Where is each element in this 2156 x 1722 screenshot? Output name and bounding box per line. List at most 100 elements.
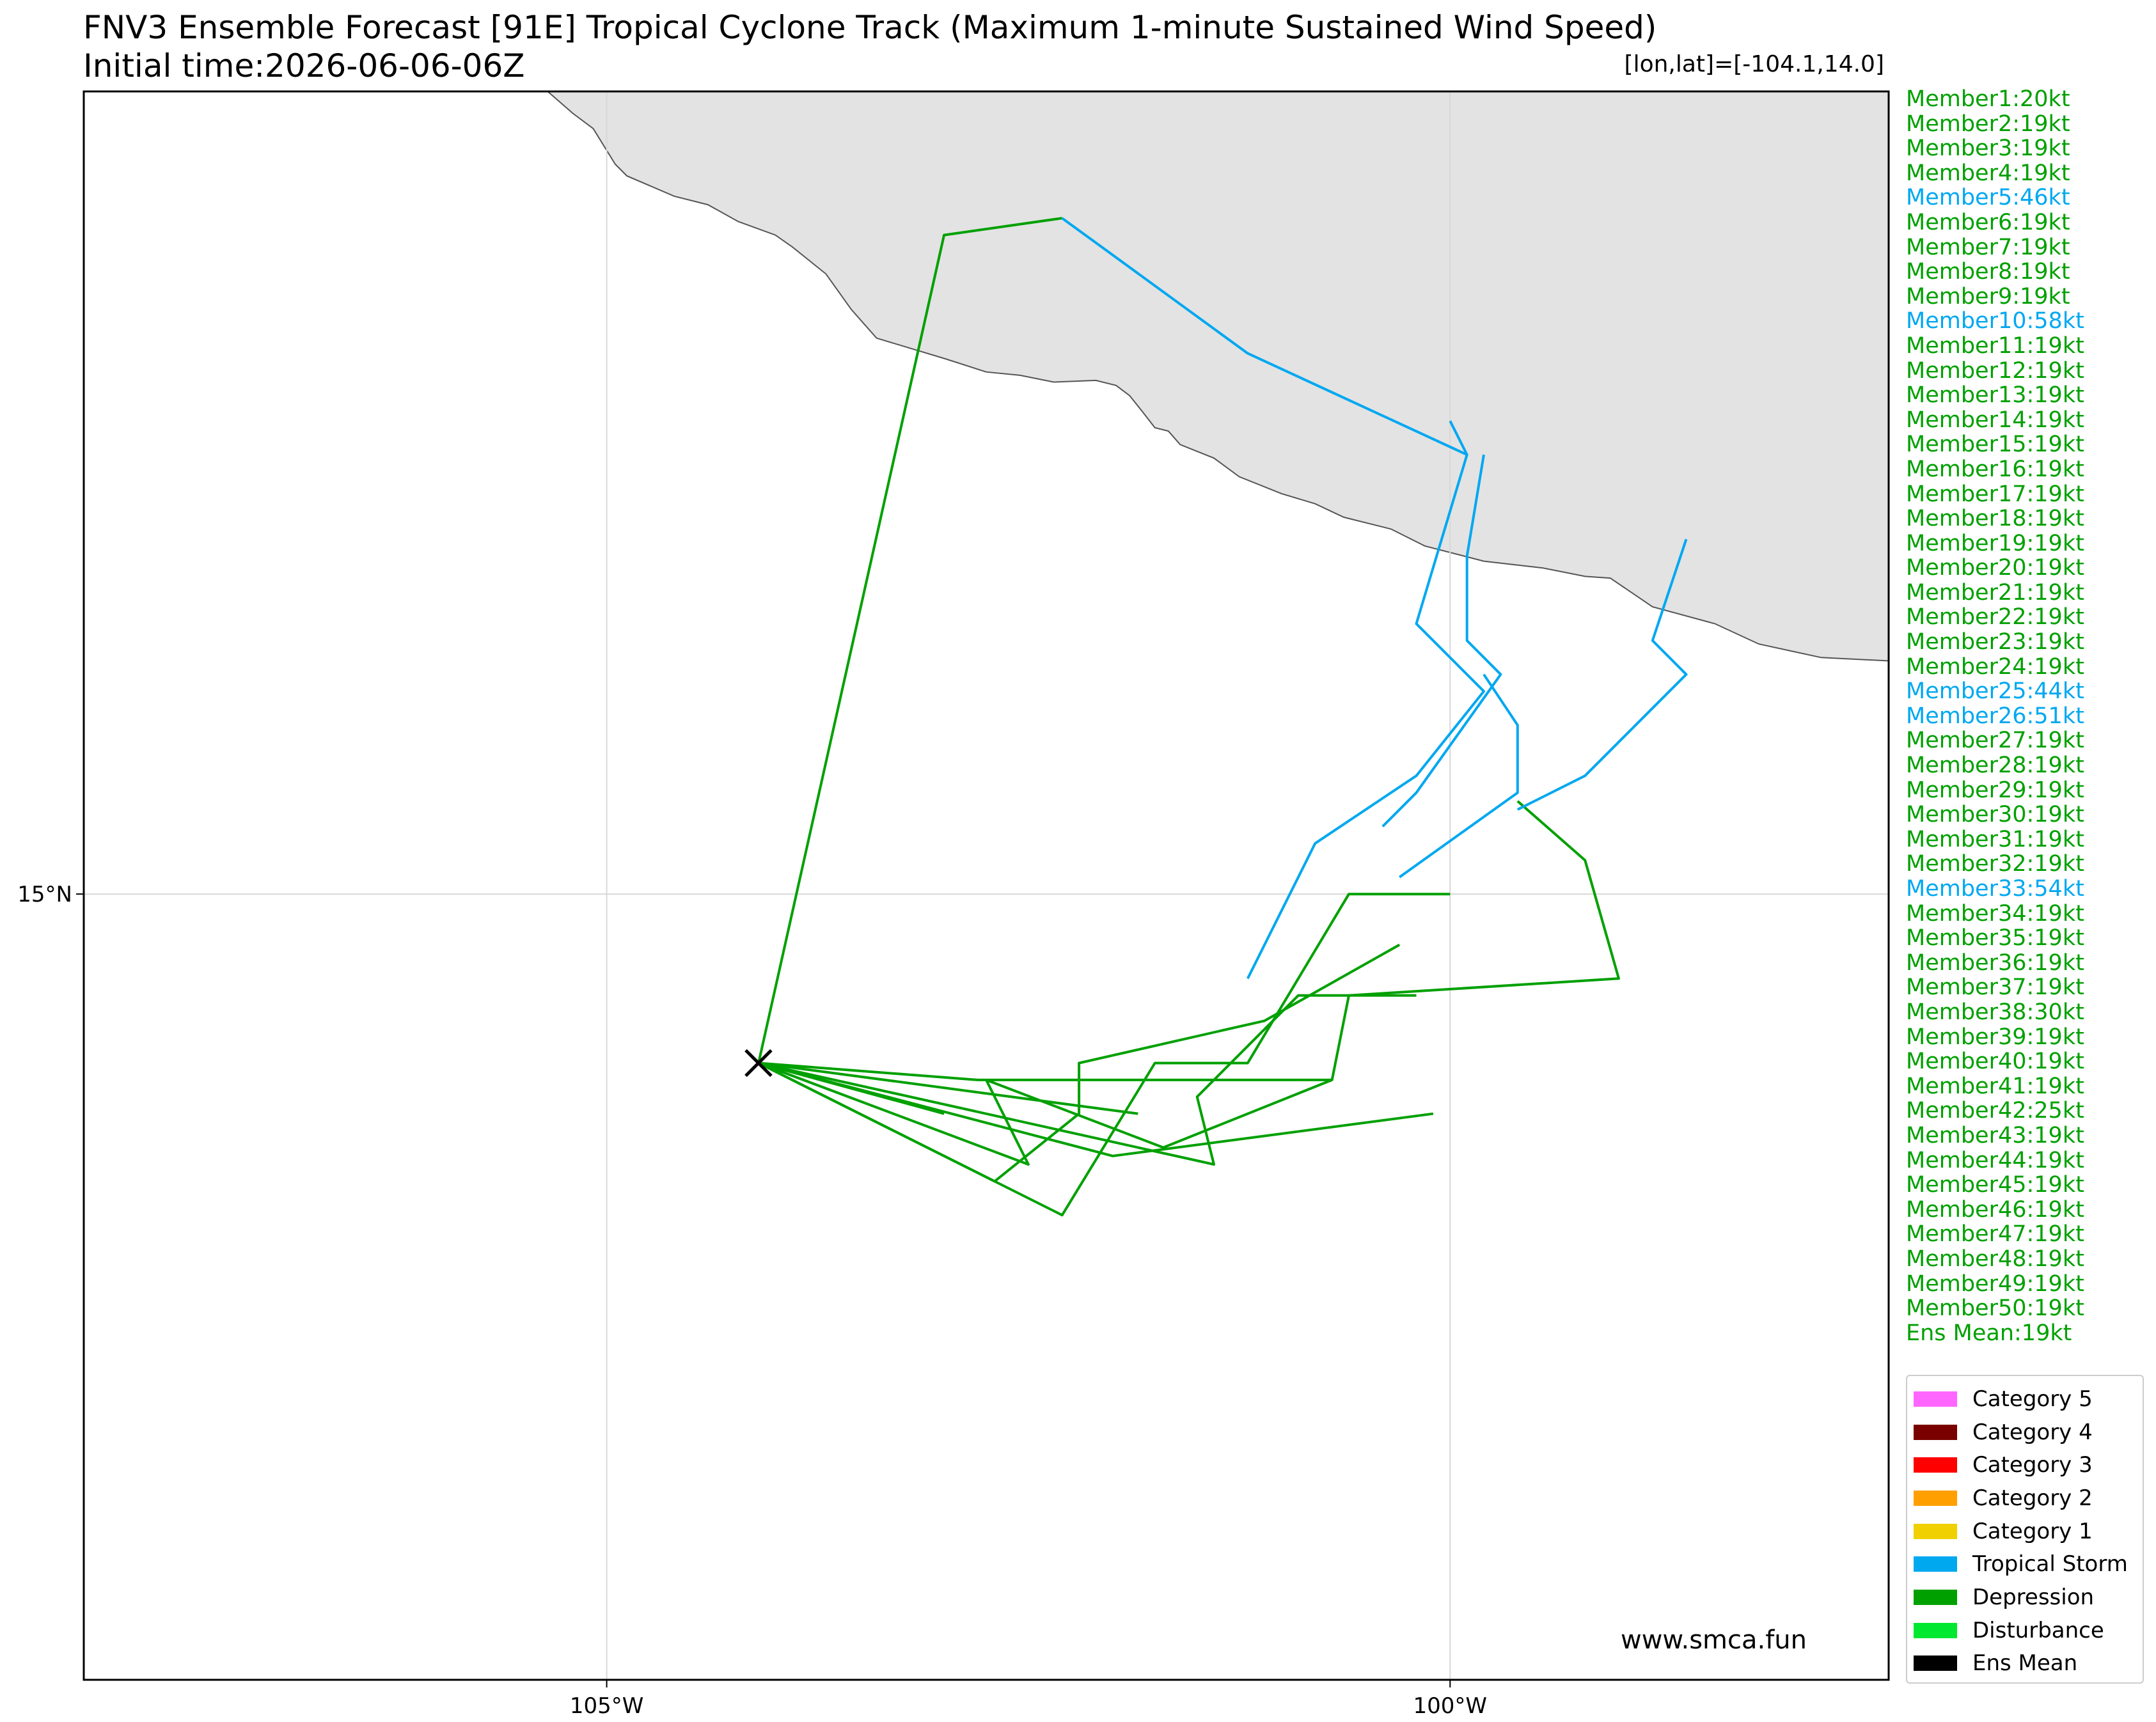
member-intensity-label: Member10:58kt bbox=[1906, 308, 2084, 334]
legend-label: Category 2 bbox=[1972, 1485, 2093, 1511]
member-intensity-label: Member13:19kt bbox=[1906, 382, 2084, 409]
member-intensity-label: Member17:19kt bbox=[1906, 481, 2084, 507]
member-intensity-label: Member29:19kt bbox=[1906, 777, 2084, 803]
member-intensity-label: Member19:19kt bbox=[1906, 530, 2084, 556]
initial-position-marker bbox=[744, 1049, 773, 1077]
legend-label: Category 5 bbox=[1972, 1386, 2093, 1412]
track-line-tropical-storm bbox=[1247, 420, 1485, 980]
legend-label: Category 1 bbox=[1972, 1518, 2093, 1544]
legend-label: Ens Mean bbox=[1972, 1650, 2078, 1677]
track-line-tropical-storm bbox=[1061, 217, 1468, 456]
member-intensity-label: Member14:19kt bbox=[1906, 407, 2084, 433]
member-intensity-list: Member1:20kt Member2:19kt Member3:19kt Memb… bbox=[1906, 87, 2084, 1345]
plot-frame bbox=[83, 90, 1890, 1681]
x-mark-stroke bbox=[744, 1049, 773, 1077]
track-line-depression bbox=[758, 994, 1417, 1166]
member-intensity-label: Ens Mean:19kt bbox=[1906, 1320, 2072, 1346]
track-line-depression bbox=[757, 217, 1062, 1063]
member-intensity-label: Member44:19kt bbox=[1906, 1147, 2084, 1173]
member-intensity-label: Member33:54kt bbox=[1906, 876, 2084, 902]
track-line-depression bbox=[758, 1061, 1332, 1081]
member-intensity-label: Member47:19kt bbox=[1906, 1221, 2084, 1248]
member-intensity-label: Member26:51kt bbox=[1906, 703, 2084, 729]
legend-swatch bbox=[1914, 1556, 1957, 1572]
track-line-tropical-storm bbox=[1516, 538, 1688, 811]
track-line-depression bbox=[758, 893, 1451, 1217]
legend-swatch bbox=[1914, 1424, 1957, 1440]
legend-item: Depression bbox=[1907, 1581, 2143, 1614]
member-intensity-label: Member45:19kt bbox=[1906, 1172, 2084, 1198]
legend-swatch bbox=[1914, 1622, 1957, 1638]
member-intensity-label: Member6:19kt bbox=[1906, 209, 2070, 235]
member-intensity-label: Member22:19kt bbox=[1906, 604, 2084, 630]
axis-ticks: 105°W 100°W 15°N bbox=[17, 882, 1487, 1719]
watermark: www.smca.fun bbox=[1621, 1625, 1807, 1655]
member-intensity-label: Member4:19kt bbox=[1906, 160, 2070, 186]
member-intensity-label: Member41:19kt bbox=[1906, 1073, 2084, 1099]
legend-label: Tropical Storm bbox=[1972, 1551, 2128, 1577]
legend-item: Category 2 bbox=[1907, 1482, 2143, 1515]
member-intensity-label: Member24:19kt bbox=[1906, 654, 2084, 680]
legend-item: Ens Mean bbox=[1907, 1647, 2143, 1680]
legend-item: Category 5 bbox=[1907, 1382, 2143, 1416]
legend-label: Category 3 bbox=[1972, 1452, 2093, 1478]
member-intensity-label: Member27:19kt bbox=[1906, 728, 2084, 754]
legend-swatch bbox=[1914, 1490, 1957, 1506]
member-intensity-label: Member16:19kt bbox=[1906, 456, 2084, 482]
y-tick-label: 15°N bbox=[17, 882, 72, 907]
member-intensity-label: Member39:19kt bbox=[1906, 1024, 2084, 1050]
member-intensity-label: Member42:25kt bbox=[1906, 1098, 2084, 1124]
member-intensity-label: Member40:19kt bbox=[1906, 1049, 2084, 1075]
member-intensity-label: Member43:19kt bbox=[1906, 1122, 2084, 1148]
member-intensity-label: Member12:19kt bbox=[1906, 357, 2084, 384]
member-intensity-label: Member1:20kt bbox=[1906, 86, 2070, 112]
member-intensity-label: Member49:19kt bbox=[1906, 1271, 2084, 1297]
legend-swatch bbox=[1914, 1523, 1957, 1539]
member-intensity-label: Member31:19kt bbox=[1906, 826, 2084, 852]
legend-item: Disturbance bbox=[1907, 1614, 2143, 1647]
legend-item: Category 1 bbox=[1907, 1515, 2143, 1548]
member-intensity-label: Member48:19kt bbox=[1906, 1246, 2084, 1272]
legend-swatch bbox=[1914, 1589, 1957, 1605]
legend-label: Disturbance bbox=[1972, 1617, 2104, 1643]
land-area bbox=[547, 91, 1889, 661]
coordinate-readout: [lon,lat]=[-104.1,14.0] bbox=[1624, 51, 1884, 77]
chart-title: FNV3 Ensemble Forecast [91E] Tropical Cy… bbox=[83, 9, 1657, 46]
x-tick-label: 105°W bbox=[570, 1693, 644, 1719]
legend-swatch bbox=[1914, 1457, 1957, 1473]
x-tick-label: 100°W bbox=[1413, 1693, 1488, 1719]
track-line-tropical-storm bbox=[1399, 673, 1519, 879]
legend-label: Depression bbox=[1972, 1584, 2095, 1610]
member-intensity-label: Member46:19kt bbox=[1906, 1196, 2084, 1223]
member-intensity-label: Member7:19kt bbox=[1906, 234, 2070, 260]
member-intensity-label: Member32:19kt bbox=[1906, 851, 2084, 877]
member-intensity-label: Member50:19kt bbox=[1906, 1295, 2084, 1322]
member-intensity-label: Member23:19kt bbox=[1906, 629, 2084, 655]
legend-item: Category 3 bbox=[1907, 1448, 2143, 1482]
member-tracks bbox=[757, 217, 1688, 1217]
member-intensity-label: Member15:19kt bbox=[1906, 432, 2084, 458]
track-line-tropical-storm bbox=[1381, 454, 1502, 827]
member-intensity-label: Member34:19kt bbox=[1906, 900, 2084, 927]
track-map: 105°W 100°W 15°N www.smca.fun bbox=[17, 90, 1890, 1719]
member-intensity-label: Member8:19kt bbox=[1906, 259, 2070, 285]
member-intensity-label: Member28:19kt bbox=[1906, 753, 2084, 779]
chart-subtitle: Initial time:2026-06-06-06Z bbox=[83, 47, 525, 84]
category-legend: Category 5 Category 4 Category 3 Category 2… bbox=[1906, 1375, 2144, 1684]
legend-swatch bbox=[1914, 1655, 1957, 1671]
member-intensity-label: Member25:44kt bbox=[1906, 678, 2084, 705]
legend-swatch bbox=[1914, 1391, 1957, 1407]
coastline bbox=[547, 91, 1889, 662]
member-intensity-label: Member3:19kt bbox=[1906, 136, 2070, 162]
track-line-depression bbox=[758, 1061, 1434, 1157]
member-intensity-label: Member11:19kt bbox=[1906, 333, 2084, 359]
legend-item: Category 4 bbox=[1907, 1416, 2143, 1449]
member-intensity-label: Member18:19kt bbox=[1906, 506, 2084, 532]
member-intensity-label: Member2:19kt bbox=[1906, 111, 2070, 137]
member-intensity-label: Member36:19kt bbox=[1906, 950, 2084, 976]
member-intensity-label: Member35:19kt bbox=[1906, 925, 2084, 951]
legend-item: Tropical Storm bbox=[1907, 1547, 2143, 1581]
member-intensity-label: Member20:19kt bbox=[1906, 555, 2084, 581]
legend-label: Category 4 bbox=[1972, 1419, 2093, 1445]
track-line-depression bbox=[758, 1061, 1138, 1115]
